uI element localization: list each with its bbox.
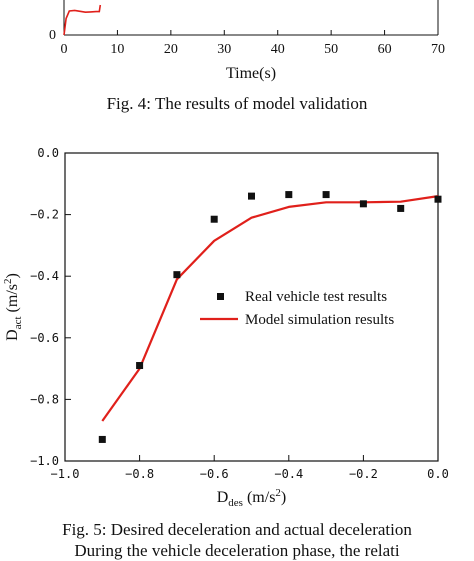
series-line bbox=[63, 4, 102, 36]
body-text-fragment: During the vehicle deceleration phase, t… bbox=[74, 541, 400, 560]
y-tick-label: −1.0 bbox=[30, 454, 59, 468]
chart-desired-vs-actual-deceleration: −1.0 −0.8 −0.6 −0.4 −0.2 0.0 0.0 −0.2 −0.4 −0.6 −0… bbox=[2, 146, 449, 509]
y-tick-label: 0 bbox=[49, 28, 56, 43]
fig4-caption: Fig. 4: The results of model validation bbox=[106, 94, 368, 113]
x-tick-label: −0.6 bbox=[200, 467, 229, 481]
y-tick-label: −0.8 bbox=[30, 392, 59, 406]
x-axis-title: Time(s) bbox=[226, 65, 276, 82]
fig5-caption: Fig. 5: Desired deceleration and actual … bbox=[62, 520, 412, 539]
scatter-point bbox=[173, 271, 181, 279]
x-tick-label: 30 bbox=[217, 42, 231, 57]
x-tick-label: 60 bbox=[378, 42, 392, 57]
x-tick-label: −1.0 bbox=[51, 467, 80, 481]
scatter-point bbox=[248, 192, 255, 200]
x-tick-label: 10 bbox=[110, 42, 124, 57]
x-tick-label: −0.2 bbox=[349, 467, 378, 481]
y-tick-label: 0.0 bbox=[37, 146, 59, 160]
x-tick-label: 40 bbox=[271, 42, 285, 57]
legend-label-real-vehicle: Real vehicle test results bbox=[245, 289, 387, 305]
x-tick-label: 50 bbox=[324, 42, 338, 57]
x-tick-label: 0.0 bbox=[427, 467, 449, 481]
x-tick-label: −0.8 bbox=[125, 467, 154, 481]
x-tick-label: 0 bbox=[61, 42, 68, 57]
scatter-point bbox=[98, 435, 106, 443]
y-tick-label: −0.2 bbox=[30, 208, 59, 222]
scatter-point bbox=[136, 362, 144, 370]
y-axis-title: Dact (m/s2) bbox=[2, 273, 24, 341]
scatter-point bbox=[285, 191, 293, 199]
legend-label-model-simulation: Model simulation results bbox=[245, 312, 394, 328]
legend-marker-square bbox=[217, 293, 224, 300]
scatter-point bbox=[210, 215, 218, 223]
series-line-model-simulation bbox=[101, 195, 439, 422]
scatter-point bbox=[397, 204, 405, 212]
y-tick-label: −0.4 bbox=[30, 269, 59, 283]
scatter-point bbox=[322, 191, 330, 199]
x-tick-label: 20 bbox=[164, 42, 178, 57]
scatter-point bbox=[359, 200, 367, 208]
scatter-point bbox=[434, 195, 442, 203]
y-tick-label: −0.6 bbox=[30, 331, 59, 345]
x-tick-label: 70 bbox=[431, 42, 445, 57]
x-tick-label: −0.4 bbox=[274, 467, 303, 481]
plot-frame bbox=[64, 152, 439, 462]
chart-model-validation: 0 10 20 30 40 50 60 70 0 Time(s) bbox=[49, 0, 445, 82]
x-axis-title: Ddes (m/s2) bbox=[217, 487, 287, 509]
